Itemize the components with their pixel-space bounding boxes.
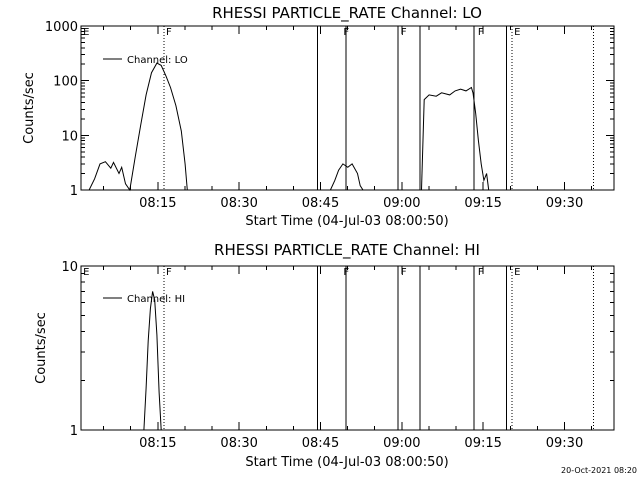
y-tick-label: 10 [61, 260, 78, 275]
legend-label-hi: Channel: HI [127, 294, 185, 305]
panel-lo: RHESSI PARTICLE_RATE Channel: LO Counts/… [22, 4, 615, 229]
y-tick-label: 1 [70, 424, 78, 439]
x-tick-label: 09:30 [546, 436, 583, 451]
chart-title-hi: RHESSI PARTICLE_RATE Channel: HI [214, 241, 480, 260]
panel-hi: RHESSI PARTICLE_RATE Channel: HI Counts/… [34, 241, 615, 470]
footer-timestamp: 20-Oct-2021 08:20 [561, 466, 637, 475]
event-marker-label: F [343, 267, 349, 278]
x-tick-label: 08:45 [302, 196, 339, 211]
series-line [329, 163, 364, 191]
x-axis-label-lo: Start Time (04-Jul-03 08:00:50) [245, 214, 448, 229]
x-tick-label: 09:00 [383, 196, 420, 211]
event-marker-label: E [83, 27, 89, 38]
y-tick-label: 1 [70, 184, 78, 199]
y-axis-label-hi: Counts/sec [34, 312, 49, 384]
series-line [421, 86, 490, 191]
event-marker-label: E [514, 267, 520, 278]
event-marker-label: F [166, 267, 172, 278]
plot-frame [80, 25, 615, 191]
series-line [88, 62, 188, 192]
x-tick-label: 09:15 [464, 196, 501, 211]
series-line [143, 291, 162, 431]
event-marker-label: E [514, 27, 520, 38]
x-tick-label: 09:00 [383, 436, 420, 451]
plot-frame [80, 265, 615, 431]
event-marker-label: F [401, 267, 407, 278]
y-tick-label: 1000 [45, 20, 78, 35]
legend-label-lo: Channel: LO [127, 55, 188, 66]
x-tick-label: 08:30 [220, 436, 257, 451]
y-tick-label: 10 [61, 129, 78, 144]
event-marker-label: F [166, 27, 172, 38]
event-marker-label: F [478, 27, 484, 38]
event-marker-label: F [343, 27, 349, 38]
x-tick-label: 09:30 [546, 196, 583, 211]
y-axis-label-lo: Counts/sec [22, 72, 37, 144]
x-tick-label: 08:15 [139, 196, 176, 211]
event-marker-label: F [401, 27, 407, 38]
x-tick-label: 09:15 [464, 436, 501, 451]
chart-title-lo: RHESSI PARTICLE_RATE Channel: LO [212, 4, 482, 23]
y-tick-label: 100 [53, 75, 78, 90]
x-tick-label: 08:30 [220, 196, 257, 211]
event-marker-label: E [83, 267, 89, 278]
x-tick-label: 08:15 [139, 436, 176, 451]
x-axis-label-hi: Start Time (04-Jul-03 08:00:50) [245, 455, 448, 470]
x-tick-label: 08:45 [302, 436, 339, 451]
event-marker-label: F [478, 267, 484, 278]
